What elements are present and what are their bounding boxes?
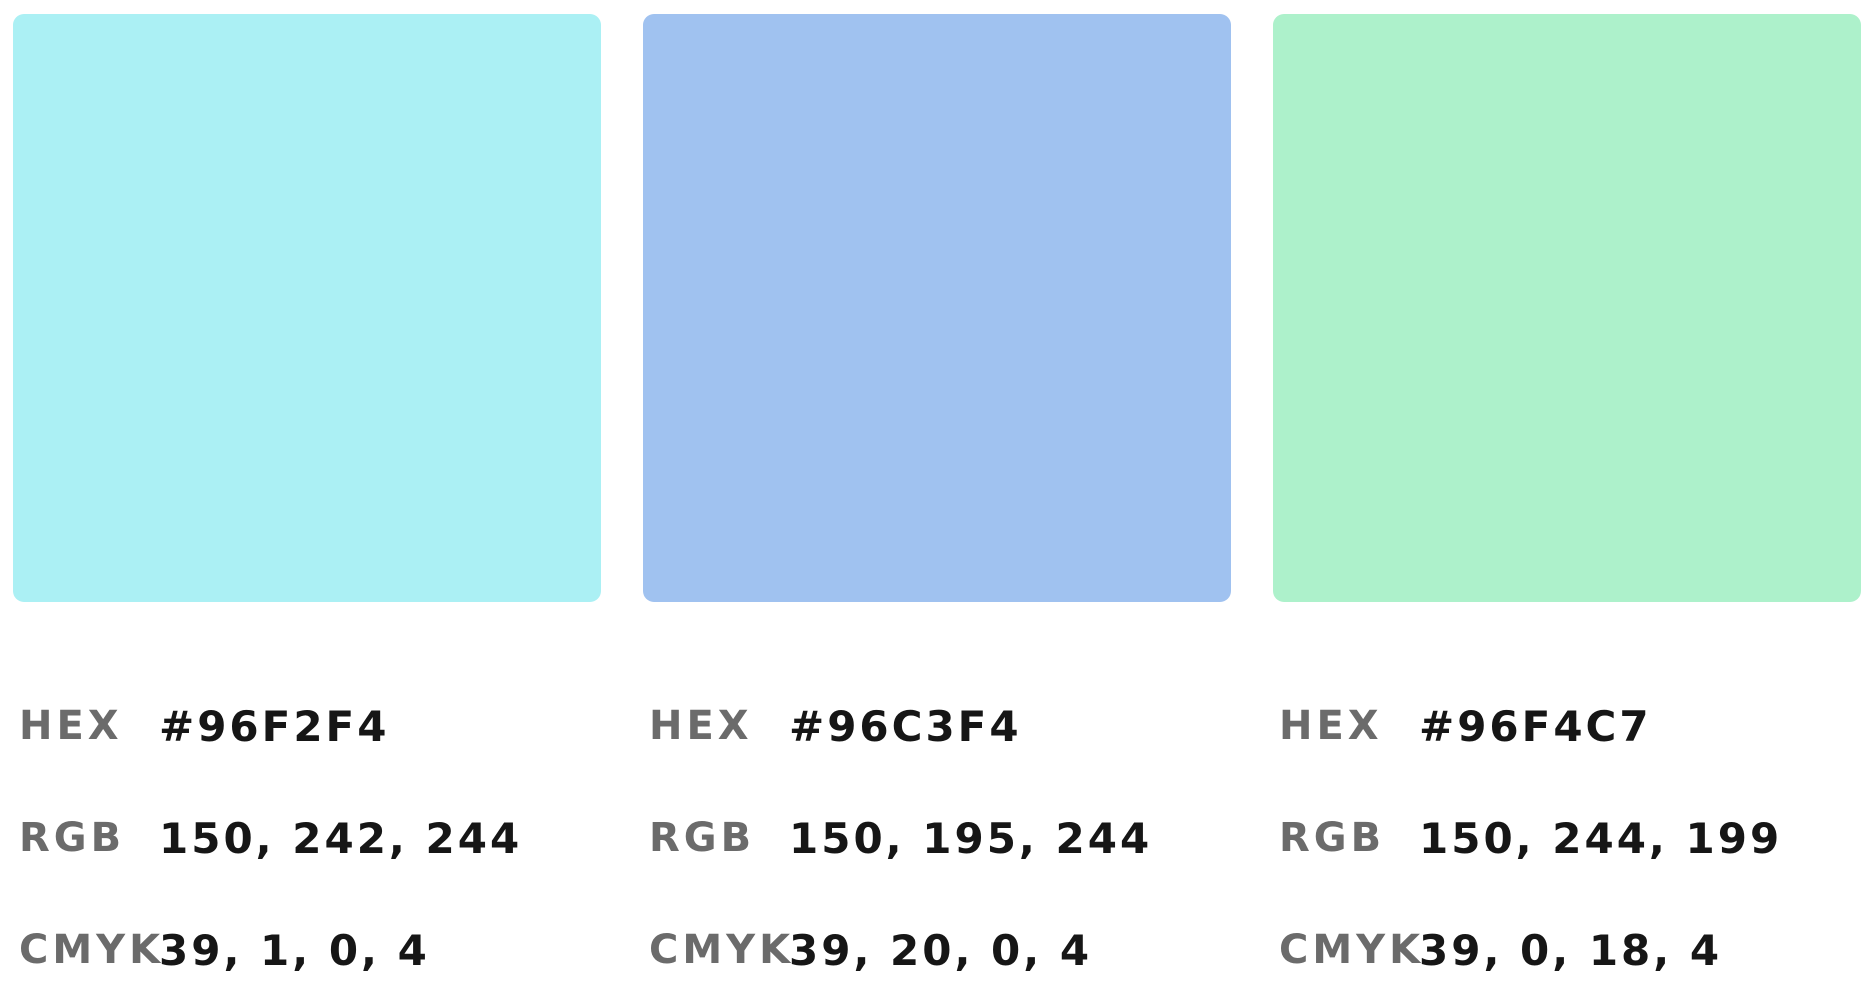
- hex-label: HEX: [19, 703, 123, 749]
- hex-value[interactable]: #96F2F4: [159, 701, 390, 751]
- cmyk-label: CMYK: [19, 927, 165, 973]
- cmyk-label: CMYK: [1279, 927, 1425, 973]
- hex-row: HEX #96F4C7: [1279, 696, 1652, 756]
- cmyk-row: CMYK 39, 0, 18, 4: [1279, 920, 1722, 980]
- rgb-label: RGB: [1279, 815, 1386, 861]
- cmyk-value[interactable]: 39, 1, 0, 4: [159, 925, 430, 975]
- rgb-label: RGB: [649, 815, 756, 861]
- hex-value[interactable]: #96C3F4: [789, 701, 1022, 751]
- hex-row: HEX #96C3F4: [649, 696, 1022, 756]
- hex-label: HEX: [649, 703, 753, 749]
- color-swatch[interactable]: [1273, 14, 1861, 602]
- cmyk-label: CMYK: [649, 927, 795, 973]
- cmyk-value[interactable]: 39, 0, 18, 4: [1419, 925, 1723, 975]
- color-swatch[interactable]: [13, 14, 601, 602]
- rgb-row: RGB 150, 244, 199: [1279, 808, 1782, 868]
- cmyk-row: CMYK 39, 20, 0, 4: [649, 920, 1092, 980]
- swatch-card: HEX #96C3F4 RGB 150, 195, 244 CMYK 39, 2…: [643, 0, 1231, 994]
- rgb-value[interactable]: 150, 244, 199: [1419, 813, 1783, 863]
- cmyk-value[interactable]: 39, 20, 0, 4: [789, 925, 1093, 975]
- rgb-label: RGB: [19, 815, 126, 861]
- swatch-card: HEX #96F2F4 RGB 150, 242, 244 CMYK 39, 1…: [13, 0, 601, 994]
- rgb-value[interactable]: 150, 195, 244: [789, 813, 1153, 863]
- cmyk-row: CMYK 39, 1, 0, 4: [19, 920, 430, 980]
- rgb-value[interactable]: 150, 242, 244: [159, 813, 523, 863]
- rgb-row: RGB 150, 242, 244: [19, 808, 522, 868]
- rgb-row: RGB 150, 195, 244: [649, 808, 1152, 868]
- hex-label: HEX: [1279, 703, 1383, 749]
- swatch-card: HEX #96F4C7 RGB 150, 244, 199 CMYK 39, 0…: [1273, 0, 1861, 994]
- hex-row: HEX #96F2F4: [19, 696, 389, 756]
- color-swatch[interactable]: [643, 14, 1231, 602]
- hex-value[interactable]: #96F4C7: [1419, 701, 1652, 751]
